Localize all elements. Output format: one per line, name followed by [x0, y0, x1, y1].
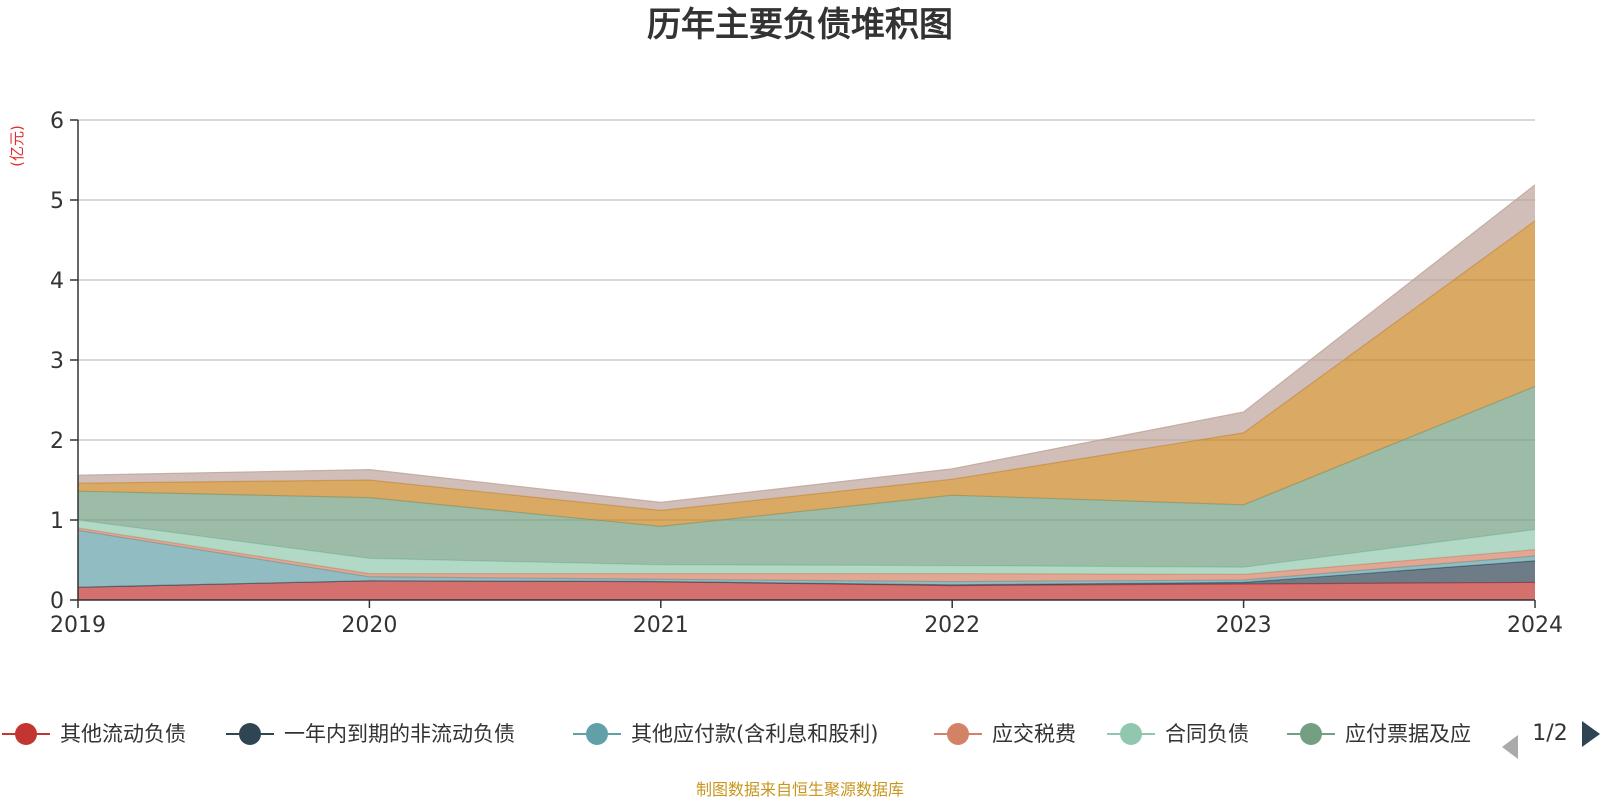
legend-item[interactable]: 应付票据及应	[1287, 722, 1471, 746]
area-series-layer	[77, 184, 1536, 600]
legend-label: 合同负债	[1165, 722, 1249, 746]
area-series-2	[78, 530, 1535, 588]
x-tick-label: 2020	[341, 613, 397, 638]
data-source-note: 制图数据来自恒生聚源数据库	[696, 780, 904, 799]
y-tick-label: 3	[50, 349, 64, 374]
legend[interactable]: 其他流动负债 一年内到期的非流动负债 其他应付款(含利息和股利) 应交税费 合同负债 应付…	[2, 722, 1471, 746]
x-tick-label: 2019	[50, 613, 106, 638]
y-tick-label: 2	[50, 429, 64, 454]
legend-item[interactable]: 其他流动负债	[2, 722, 186, 746]
legend-item[interactable]: 应交税费	[934, 722, 1076, 746]
area-series-7	[78, 184, 1535, 511]
x-tick-label: 2022	[924, 613, 980, 638]
legend-pager[interactable]: 1/2	[1502, 721, 1600, 759]
legend-label: 其他应付款(含利息和股利)	[631, 722, 878, 746]
legend-item[interactable]: 其他应付款(含利息和股利)	[573, 722, 878, 746]
legend-marker-icon	[1300, 723, 1322, 745]
legend-marker-icon	[947, 723, 969, 745]
legend-label: 应交税费	[992, 722, 1076, 746]
area-series-4	[78, 520, 1535, 575]
y-tick-label: 4	[50, 269, 64, 294]
legend-page-indicator: 1/2	[1532, 721, 1567, 746]
legend-marker-icon	[239, 723, 261, 745]
y-axis-unit: (亿元)	[8, 125, 26, 167]
y-tick-label: 6	[50, 109, 64, 134]
legend-marker-icon	[586, 723, 608, 745]
x-tick-label: 2021	[633, 613, 689, 638]
next-page-icon[interactable]	[1582, 721, 1600, 747]
x-tick-label: 2023	[1216, 613, 1272, 638]
y-tick-label: 5	[50, 189, 64, 214]
legend-marker-icon	[15, 723, 37, 745]
x-axis-ticks: 2019 2020 2021 2022 2023 2024	[50, 600, 1563, 638]
legend-marker-icon	[1120, 723, 1142, 745]
area-series-5	[78, 386, 1535, 568]
legend-label: 其他流动负债	[60, 722, 186, 746]
legend-item[interactable]: 合同负债	[1107, 722, 1249, 746]
area-series-0	[78, 580, 1535, 600]
area-series-6	[78, 220, 1535, 527]
y-axis-ticks: 0 1 2 3 4 5 6	[50, 109, 78, 614]
y-tick-label: 0	[50, 589, 64, 614]
legend-label: 一年内到期的非流动负债	[284, 722, 515, 746]
legend-item[interactable]: 一年内到期的非流动负债	[226, 722, 515, 746]
prev-page-icon[interactable]	[1502, 735, 1518, 759]
y-tick-label: 1	[50, 509, 64, 534]
x-tick-label: 2024	[1507, 613, 1563, 638]
legend-label: 应付票据及应	[1345, 722, 1471, 746]
series-line-7	[77, 184, 1536, 504]
chart-title: 历年主要负债堆积图	[647, 5, 953, 45]
